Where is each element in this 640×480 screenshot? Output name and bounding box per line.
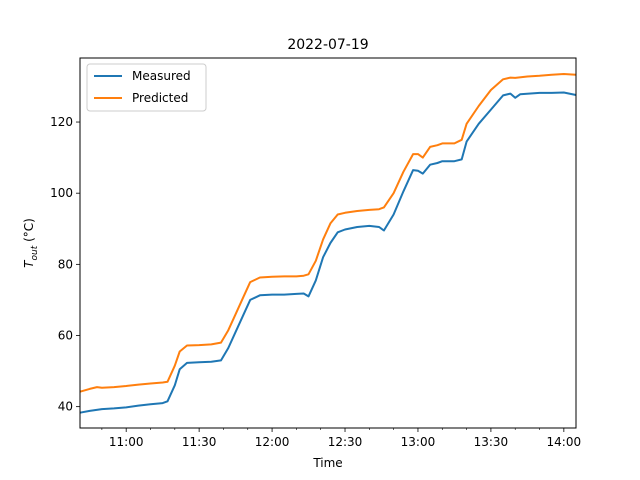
series-layer (79, 73, 577, 414)
x-tick-label: 12:30 (328, 435, 363, 449)
x-axis: 11:00 11:30 12:00 12:30 13:00 13:30 14:00 (101, 428, 582, 449)
y-tick-label: 100 (50, 186, 73, 200)
x-tick-label: 13:00 (401, 435, 436, 449)
x-tick-label: 11:00 (109, 435, 144, 449)
legend: Measured Predicted (86, 63, 207, 112)
x-tick-label: 13:30 (474, 435, 509, 449)
x-tick-label: 11:30 (182, 435, 217, 449)
legend-label-predicted: Predicted (132, 91, 188, 105)
y-tick-label: 80 (58, 257, 73, 271)
y-axis-label-subscript: out (30, 245, 40, 260)
y-tick-label: 40 (58, 400, 73, 414)
y-tick-label: 120 (50, 115, 73, 129)
x-axis-label: Time (312, 456, 342, 470)
x-tick-label: 14:00 (547, 435, 582, 449)
chart-title: 2022-07-19 (287, 37, 368, 53)
y-axis-label: Tout (°C) (22, 218, 40, 268)
plot-frame (79, 57, 577, 429)
y-axis: 40 60 80 100 120 (50, 115, 80, 414)
y-axis-label-main: T (22, 259, 36, 268)
series-line-measured (79, 91, 577, 414)
y-axis-label-unit: (°C) (22, 218, 36, 246)
x-tick-label: 12:00 (255, 435, 290, 449)
legend-label-measured: Measured (132, 69, 191, 83)
series-line-predicted (79, 73, 577, 393)
y-tick-label: 60 (58, 329, 73, 343)
